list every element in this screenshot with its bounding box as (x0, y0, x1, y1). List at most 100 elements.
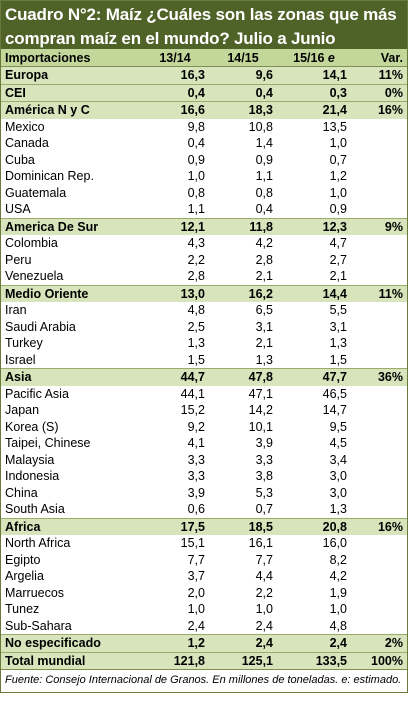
imports-table: Importaciones 13/14 14/15 15/16 e Var. E… (1, 49, 407, 669)
table-title-line-2: compran maíz en el mundo? Julio a Junio (5, 29, 336, 48)
row-name: Malaysia (1, 451, 141, 468)
country-row: Venezuela 2,8 2,1 2,1 (1, 268, 407, 285)
value-1314: 4,3 (141, 235, 209, 252)
country-row: Cuba 0,9 0,9 0,7 (1, 151, 407, 168)
value-var: 11% (351, 66, 407, 84)
value-1415: 3,8 (209, 468, 277, 485)
value-1516: 0,7 (277, 151, 351, 168)
value-1314: 15,1 (141, 535, 209, 552)
country-row: Korea (S) 9,2 10,1 9,5 (1, 418, 407, 435)
row-name: Venezuela (1, 268, 141, 285)
header-col-1516-suffix: e (327, 50, 335, 65)
value-1314: 4,1 (141, 435, 209, 452)
country-row: Guatemala 0,8 0,8 1,0 (1, 184, 407, 201)
row-name: No especificado (1, 634, 141, 652)
country-row: China 3,9 5,3 3,0 (1, 484, 407, 501)
country-row: Colombia 4,3 4,2 4,7 (1, 235, 407, 252)
header-label: Importaciones (1, 49, 141, 67)
value-var (351, 184, 407, 201)
value-1415: 18,3 (209, 101, 277, 119)
value-1415: 1,0 (209, 601, 277, 618)
value-1415: 3,3 (209, 451, 277, 468)
value-var: 2% (351, 634, 407, 652)
value-1415: 1,4 (209, 135, 277, 152)
value-1314: 2,8 (141, 268, 209, 285)
value-1415: 6,5 (209, 302, 277, 319)
value-1314: 0,4 (141, 83, 209, 102)
value-1314: 2,0 (141, 584, 209, 601)
value-1516: 4,5 (277, 435, 351, 452)
row-name: Dominican Rep. (1, 168, 141, 185)
row-name: Sub-Sahara (1, 617, 141, 635)
value-1516: 2,4 (277, 634, 351, 652)
value-1516: 16,0 (277, 535, 351, 552)
data-table-card: Cuadro N°2: Maíz ¿Cuáles son las zonas q… (0, 0, 408, 693)
value-1314: 3,9 (141, 484, 209, 501)
value-1314: 121,8 (141, 651, 209, 669)
value-1516: 14,4 (277, 284, 351, 302)
value-var (351, 568, 407, 585)
value-1314: 0,8 (141, 184, 209, 201)
region-row: Europa 16,3 9,6 14,1 11% (1, 66, 407, 84)
value-1415: 0,9 (209, 151, 277, 168)
row-name: Argelia (1, 568, 141, 585)
source-note: Fuente: Consejo Internacional de Granos.… (1, 669, 407, 692)
row-name: Saudi Arabia (1, 318, 141, 335)
row-name: Tunez (1, 601, 141, 618)
value-1415: 16,2 (209, 284, 277, 302)
value-1415: 47,1 (209, 385, 277, 402)
value-1314: 16,3 (141, 66, 209, 84)
value-1314: 1,3 (141, 335, 209, 352)
value-1314: 16,6 (141, 101, 209, 119)
value-1516: 1,0 (277, 184, 351, 201)
value-1314: 1,5 (141, 351, 209, 369)
country-row: Iran 4,8 6,5 5,5 (1, 302, 407, 319)
value-1415: 9,6 (209, 66, 277, 84)
row-name: Colombia (1, 235, 141, 252)
value-1415: 11,8 (209, 217, 277, 235)
value-1415: 7,7 (209, 551, 277, 568)
row-name: Africa (1, 517, 141, 535)
value-1314: 0,4 (141, 135, 209, 152)
value-1415: 16,1 (209, 535, 277, 552)
value-1516: 5,5 (277, 302, 351, 319)
value-1516: 3,0 (277, 468, 351, 485)
row-name: Europa (1, 66, 141, 84)
country-row: Turkey 1,3 2,1 1,3 (1, 335, 407, 352)
value-1415: 10,8 (209, 118, 277, 135)
value-1314: 2,4 (141, 617, 209, 635)
value-var (351, 302, 407, 319)
country-row: Canada 0,4 1,4 1,0 (1, 135, 407, 152)
value-1516: 133,5 (277, 651, 351, 669)
country-row: Taipei, Chinese 4,1 3,9 4,5 (1, 435, 407, 452)
country-row: North Africa 15,1 16,1 16,0 (1, 535, 407, 552)
value-1516: 46,5 (277, 385, 351, 402)
country-row: Japan 15,2 14,2 14,7 (1, 402, 407, 419)
country-row: Argelia 3,7 4,4 4,2 (1, 568, 407, 585)
country-row: Pacific Asia 44,1 47,1 46,5 (1, 385, 407, 402)
value-var (351, 435, 407, 452)
row-name: Taipei, Chinese (1, 435, 141, 452)
country-row: Saudi Arabia 2,5 3,1 3,1 (1, 318, 407, 335)
value-var (351, 501, 407, 518)
row-name: America De Sur (1, 217, 141, 235)
value-1314: 3,3 (141, 451, 209, 468)
row-name: Turkey (1, 335, 141, 352)
value-var: 16% (351, 517, 407, 535)
value-1415: 2,8 (209, 251, 277, 268)
header-col-1516-label: 15/16 (293, 50, 325, 65)
region-row: Medio Oriente 13,0 16,2 14,4 11% (1, 284, 407, 302)
value-1415: 5,3 (209, 484, 277, 501)
region-row: America De Sur 12,1 11,8 12,3 9% (1, 217, 407, 235)
value-var (351, 135, 407, 152)
value-1415: 14,2 (209, 402, 277, 419)
value-1516: 1,0 (277, 601, 351, 618)
region-row: América N y C 16,6 18,3 21,4 16% (1, 101, 407, 119)
value-1314: 2,5 (141, 318, 209, 335)
value-1415: 3,9 (209, 435, 277, 452)
value-1415: 3,1 (209, 318, 277, 335)
country-row: Dominican Rep. 1,0 1,1 1,2 (1, 168, 407, 185)
total-row: Total mundial 121,8 125,1 133,5 100% (1, 651, 407, 669)
value-1415: 0,4 (209, 201, 277, 218)
value-1516: 1,5 (277, 351, 351, 369)
